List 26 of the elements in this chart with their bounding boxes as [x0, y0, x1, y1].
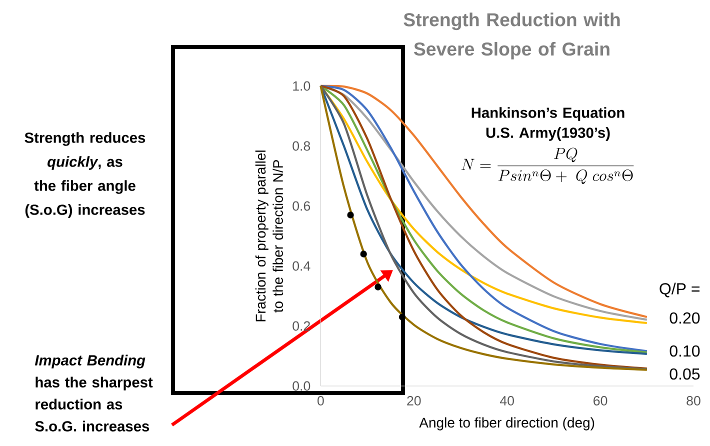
point: [374, 284, 382, 290]
y-tick-label: 0.2: [292, 321, 310, 331]
text: Impact Bending has the sharpest reduction as S.o.G. increases: [34, 354, 153, 432]
x-tick-label: 80: [686, 396, 700, 406]
point: [347, 212, 354, 218]
y-axis-title: Fraction of property parallel to the fiber direction N/P: [255, 150, 283, 322]
x-tick-label: 60: [594, 396, 608, 406]
chart-title: Strength Reduction with Severe Slope of Grain: [404, 12, 620, 60]
y-tick-label: 1.0: [293, 81, 310, 91]
annotation: $N = \frac{PQ}{Psin^{n}\Theta +\ Q\ cos^{n}\Theta}$: [461, 148, 634, 184]
x-tick-label: 0: [318, 396, 324, 406]
y-tick-label: 0.8: [292, 141, 310, 151]
y-tick-label: 0.4: [292, 261, 310, 271]
x-tick-label: 20: [407, 396, 421, 406]
annotation: 0.20: [670, 312, 700, 324]
annotation: 0.10: [670, 345, 700, 357]
point: [360, 250, 367, 258]
y-tick-label: 0.0: [292, 381, 310, 391]
annotation: 0.05: [670, 368, 700, 380]
annotation: Q/P =: [660, 282, 700, 298]
annotation: Hankinson’s Equation U.S. Army(1930’s): [472, 107, 624, 141]
x-tick-label: 40: [500, 396, 514, 406]
y-tick-label: 0.6: [292, 201, 310, 211]
point: [398, 314, 406, 320]
text: Strength reduces quickly, as the fiber angle (S.o.G) increases: [24, 132, 146, 218]
x-axis-title: Angle to fiber direction (deg): [419, 417, 594, 430]
